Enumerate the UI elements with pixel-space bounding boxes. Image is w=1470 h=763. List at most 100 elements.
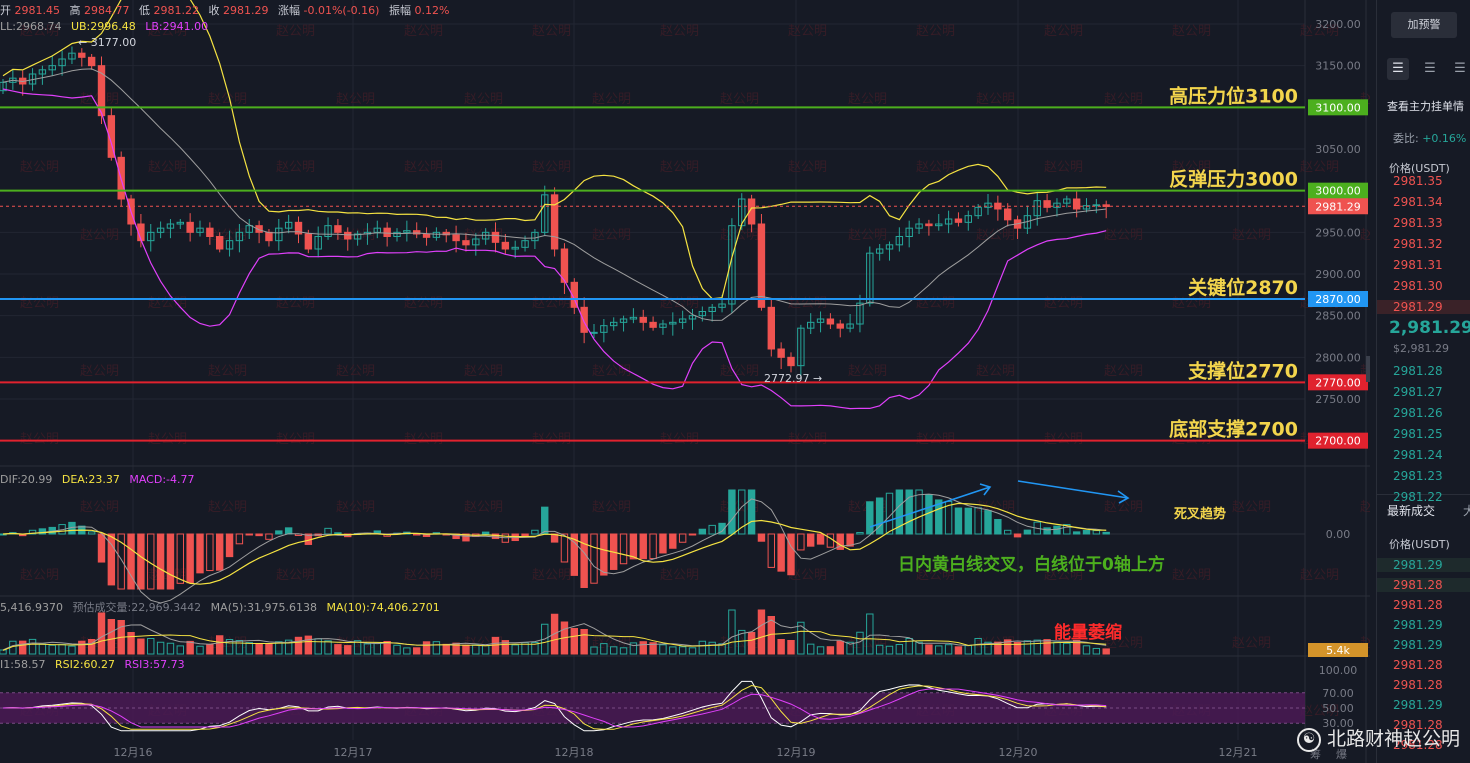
volume-bar [235,640,244,655]
macd-dea-value: DEA:23.37 [61,473,120,486]
macd-bar [747,489,756,535]
watermark-text: 赵公明 [1300,568,1339,583]
macd-bar [28,529,37,535]
trade-row[interactable]: 2981.28 [1393,598,1443,612]
ask-row[interactable]: 2981.30 [1393,279,1443,293]
macd-bar [816,533,825,545]
candle-body [885,244,894,250]
panel-divider [1377,494,1470,495]
candle-body [383,227,391,238]
trades-tab[interactable]: 最新成交 [1387,504,1436,518]
book-both-icon[interactable]: ☰ [1387,58,1409,80]
candle-body [895,236,904,246]
volume-bar [954,646,963,655]
volume-ma10-line [2,630,1107,651]
ask-row[interactable]: 2981.29 [1377,300,1470,314]
trade-row[interactable]: 2981.29 [1393,698,1443,712]
candle-body [570,281,578,308]
price-tick-label: 3050.00 [1315,143,1361,156]
trade-row[interactable]: 2981.28 [1377,578,1470,592]
candle-body [521,240,529,248]
macd-bar [1004,529,1012,535]
volume-bar [19,640,27,655]
candle-body [324,225,332,238]
macd-bar [255,533,263,537]
book-bids-icon[interactable]: ☰ [1454,61,1466,76]
bid-row[interactable]: 2981.28 [1393,364,1443,378]
ratio-label: 委比: [1393,132,1419,145]
order-book-title[interactable]: 查看主力挂单情 [1387,100,1464,113]
macd-note: 死叉趋势 [1174,506,1226,522]
volume-bar [895,644,904,655]
volume-estimate: 预估成交量:22,969.3442 [72,601,202,614]
macd-bar [600,533,608,576]
candle-body [284,221,293,229]
ask-row[interactable]: 2981.33 [1393,216,1443,230]
volume-bar [1013,642,1022,655]
macd-bar [935,499,943,535]
watermark-text: 赵公明 [1300,160,1339,175]
volume-bar [984,641,992,655]
watermark-text: 赵公明 [20,160,59,175]
candle-body [708,306,716,313]
macd-bar [137,533,145,590]
scale-drag-handle[interactable] [1366,356,1370,382]
add-alert-button[interactable]: 加预警 [1391,12,1457,38]
boll-mid-line [2,68,1107,321]
candle-body [255,225,263,233]
bid-row[interactable]: 2981.24 [1393,448,1443,462]
volume-bar [97,612,106,655]
watermark-text: 赵公明 [532,432,571,447]
ask-row[interactable]: 2981.34 [1393,195,1443,209]
watermark-text: 赵公明 [532,160,571,175]
ask-row[interactable]: 2981.31 [1393,258,1443,272]
macd-bar [265,533,273,540]
bid-row[interactable]: 2981.22 [1393,490,1443,504]
candle-body [747,198,756,225]
bid-row[interactable]: 2981.23 [1393,469,1443,483]
candle-body [216,236,224,250]
candle-body [472,238,480,246]
volume-bar [797,621,805,655]
trade-row[interactable]: 2981.28 [1393,678,1443,692]
trade-row[interactable]: 2981.28 [1393,658,1443,672]
bid-row[interactable]: 2981.25 [1393,427,1443,441]
volume-bar [649,642,657,655]
candlestick-chart[interactable]: 赵公明 赵公明 赵公明 赵公明 赵公明 赵公明 赵公明 赵公明 赵公明 赵公明 赵公明赵公明 赵公明赵… [0,0,1370,763]
large-trades-tab[interactable]: 大 [1463,502,1470,519]
volume-bar [383,641,391,655]
volume-bar [1092,647,1101,655]
candle-body [639,316,647,323]
candle-body [275,227,283,242]
macd-bar [836,533,844,550]
low-marker: 2772.97 → [764,372,822,385]
trade-row[interactable]: 2981.29 [1393,638,1443,652]
watermark-text: 赵公明 [404,160,443,175]
macd-bar [738,489,746,535]
trade-row[interactable]: 2981.29 [1393,618,1443,632]
candle-body [757,223,766,308]
macd-bar [481,531,490,535]
candle-body [767,306,775,350]
chart-area[interactable]: 赵公明 赵公明 赵公明 赵公明 赵公明 赵公明 赵公明 赵公明 赵公明 赵公明 赵公明 赵公明 赵公明赵… [0,0,1370,763]
book-asks-icon[interactable]: ☰ [1424,61,1436,76]
macd-bar [117,533,125,590]
trade-row[interactable]: 2981.28 [1393,738,1443,752]
volume-bar [196,645,204,655]
bid-row[interactable]: 2981.27 [1393,385,1443,399]
candle-body [797,327,805,367]
candle-body [718,303,726,308]
volume-bar [875,644,884,655]
volume-bar [925,644,933,655]
watermark-text: 赵公明 [1104,92,1143,107]
watermark-text: 赵公明 [720,228,759,243]
macd-bar [166,533,175,590]
bid-row[interactable]: 2981.26 [1393,406,1443,420]
volume-ma10: MA(10):74,406.2701 [326,601,440,614]
ask-row[interactable]: 2981.32 [1393,237,1443,251]
trade-row[interactable]: 2981.28 [1393,718,1443,732]
volume-bar [777,639,785,655]
trade-row[interactable]: 2981.29 [1377,558,1470,572]
ohlc-change: 涨幅 -0.01%(-0.16) [278,4,380,17]
ask-row[interactable]: 2981.35 [1393,174,1443,188]
